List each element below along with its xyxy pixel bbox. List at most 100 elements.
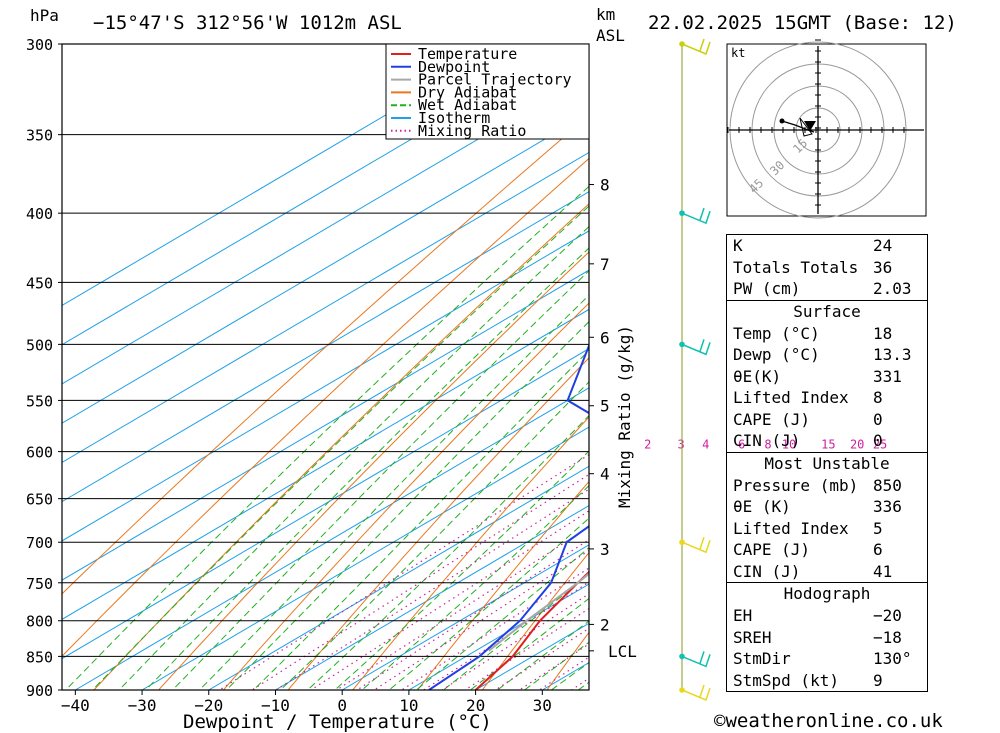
hodograph-title: Hodograph xyxy=(783,584,871,603)
wet-adiabat-line xyxy=(65,185,589,690)
table-row: Totals Totals 36 xyxy=(727,257,927,279)
wet-adiabat-line xyxy=(469,597,589,690)
pressure-tick-label: 700 xyxy=(26,534,53,552)
row-label: Pressure (mb) xyxy=(733,475,859,495)
temperature-tick-label: 0 xyxy=(337,696,347,715)
table-row: Dewp (°C) 13.3 xyxy=(727,344,927,366)
pressure-tick-label: 300 xyxy=(26,36,53,54)
row-value: 336 xyxy=(873,497,902,516)
mixing-ratio-line xyxy=(422,581,589,690)
legend-label: Isotherm xyxy=(418,109,490,127)
height-tick-label: LCL xyxy=(608,642,637,661)
table-row: Temp (°C) 18 xyxy=(727,323,927,345)
mixing-ratio-label: 15 xyxy=(821,438,835,452)
hodograph-trace xyxy=(781,120,815,133)
mixing-ratio-line xyxy=(538,656,589,690)
indices-table: K 24 Totals Totals 36 PW (cm) 2.03 Surface Te… xyxy=(726,234,928,692)
wet-adiabat-line xyxy=(172,270,589,690)
mixing-ratio-labels: 2 3 4 6 8 10 15 20 25 xyxy=(644,438,887,452)
row-value: 850 xyxy=(873,475,902,495)
row-value: 6 xyxy=(873,540,883,559)
wet-adiabat-line xyxy=(225,320,589,690)
pressure-tick-label: 350 xyxy=(26,127,53,145)
row-label: Lifted Index xyxy=(733,518,849,538)
pressure-unit: hPa xyxy=(30,6,59,25)
mixing-ratio-label: 4 xyxy=(702,438,709,452)
wind-barb xyxy=(681,38,711,56)
temperature-tick-label: 30 xyxy=(533,696,552,715)
wet-adiabat-line xyxy=(334,450,589,690)
row-label: Lifted Index xyxy=(733,388,849,407)
row-label: SREH xyxy=(733,627,772,647)
temperature-axis: −40 −30 −20 −10 0 10 20 30 xyxy=(61,690,552,715)
copyright-footer: ©weatheronline.co.uk xyxy=(714,710,943,732)
row-label: Temp (°C) xyxy=(733,323,820,343)
row-label: θE (K) xyxy=(733,497,791,516)
table-row: Lifted Index 8 xyxy=(727,387,927,409)
table-row: Pressure (mb) 850 xyxy=(727,475,927,497)
storm-motion-marker xyxy=(804,121,816,131)
row-label: CAPE (J) xyxy=(733,540,811,559)
mixing-ratio-axis-title: Mixing Ratio (g/kg) xyxy=(615,325,634,508)
row-label: CAPE (J) xyxy=(733,409,811,429)
mixing-ratio-line xyxy=(335,526,589,690)
legend-label: Temperature xyxy=(418,45,517,63)
row-value: 18 xyxy=(873,323,893,343)
mixing-ratio-line xyxy=(373,549,589,690)
pressure-tick-label: 850 xyxy=(26,648,53,666)
wind-barb xyxy=(681,207,711,225)
wind-barbs xyxy=(679,38,711,702)
pressure-tick-label: 450 xyxy=(26,274,53,292)
legend-label: Dry Adiabat xyxy=(418,83,517,101)
isotherm-line xyxy=(62,230,589,542)
dry-adiabat-line xyxy=(62,157,589,657)
wet-adiabat-line xyxy=(306,414,589,690)
row-value: −20 xyxy=(873,606,902,625)
height-tick-label: 4 xyxy=(600,465,610,484)
mixing-ratio-line xyxy=(400,567,589,690)
legend-label: Wet Adiabat xyxy=(418,96,517,114)
pressure-axis: 300 350 400 450 500 550 600 650 700 750 800 850 900 xyxy=(26,36,62,700)
height-tick-label: 7 xyxy=(600,255,610,274)
isotherm-line xyxy=(62,191,589,503)
table-row: PW (cm) 2.03 xyxy=(727,278,927,300)
dry-adiabat-line xyxy=(222,302,589,690)
km-asl: ASL xyxy=(596,26,625,45)
diagram-series xyxy=(428,343,589,690)
mixing-ratio-label: 6 xyxy=(738,438,745,452)
row-value: 0 xyxy=(873,409,883,429)
dry-adiabat-line xyxy=(416,480,589,690)
table-row: θE (K) 336 xyxy=(727,496,927,518)
height-tick-label: 6 xyxy=(600,328,610,347)
mixing-ratio-line xyxy=(218,453,589,690)
row-label: StmDir xyxy=(733,649,791,668)
pressure-tick-label: 550 xyxy=(26,392,53,410)
wet-adiabat-line xyxy=(388,517,589,690)
pressure-tick-label: 900 xyxy=(26,682,53,700)
table-row: CAPE (J) 6 xyxy=(727,539,927,561)
pressure-tick-label: 750 xyxy=(26,575,53,593)
hodograph-trace-outline xyxy=(799,117,813,137)
pressure-tick-label: 650 xyxy=(26,491,53,509)
wet-adiabat-line xyxy=(252,349,589,690)
table-row: CAPE (J) 0 xyxy=(727,409,927,431)
row-label: CIN (J) xyxy=(733,431,801,450)
table-row: StmDir 130° xyxy=(727,648,927,670)
x-axis-title: Dewpoint / Temperature (°C) xyxy=(183,711,492,733)
height-tick-label: 3 xyxy=(600,540,610,559)
isotherm-line xyxy=(62,112,589,424)
wind-barb xyxy=(681,339,711,356)
location-title: −15°47'S 312°56'W 1012m ASL xyxy=(93,12,402,34)
row-label: θE(K) xyxy=(733,366,782,386)
row-value: 8 xyxy=(873,388,883,407)
mixing-ratio-label: 25 xyxy=(873,438,887,452)
temperature-tick-label: 20 xyxy=(466,696,485,715)
wind-barb xyxy=(681,651,711,668)
parcel-trajectory-line xyxy=(488,572,589,652)
row-value: 9 xyxy=(873,670,883,690)
row-value: 2.03 xyxy=(873,279,912,298)
isotherm-line xyxy=(62,269,589,581)
most-unstable-section: Most Unstable Pressure (mb) 850 θE (K) 336 L… xyxy=(727,451,927,583)
hodograph-unit: kt xyxy=(731,46,745,60)
